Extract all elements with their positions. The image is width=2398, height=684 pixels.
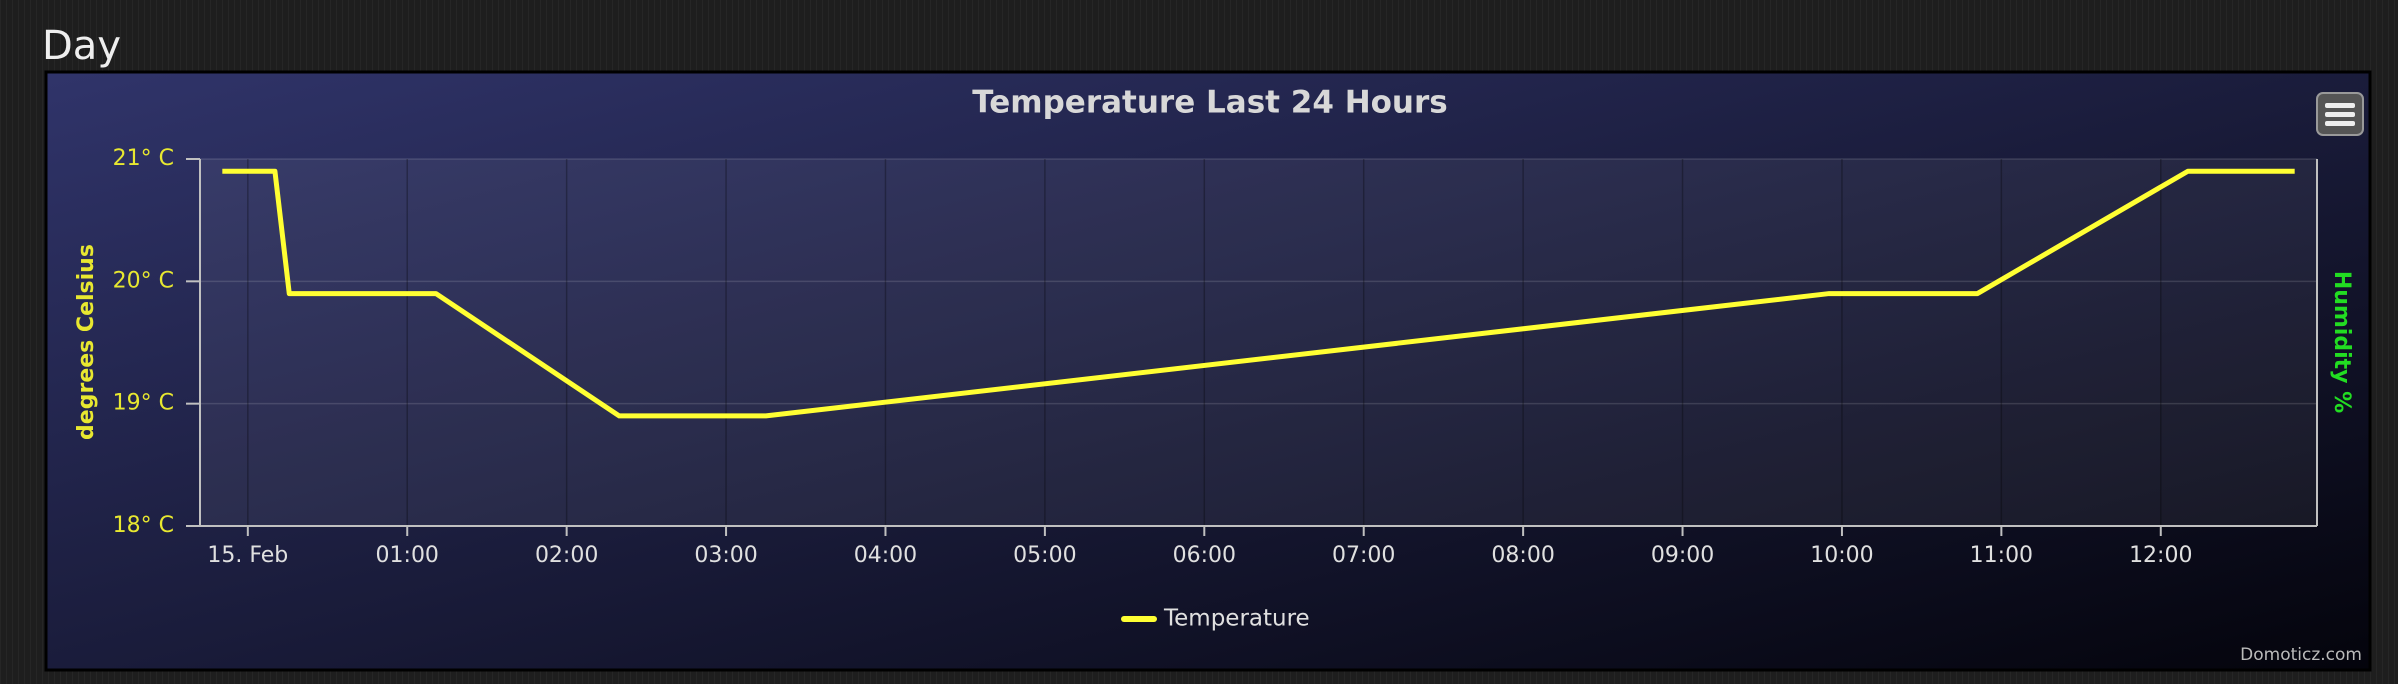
chart-title: Temperature Last 24 Hours bbox=[972, 85, 1448, 121]
menu-bar bbox=[2325, 121, 2355, 126]
x-tick-label: 04:00 bbox=[854, 543, 917, 568]
x-tick-label: 12:00 bbox=[2129, 543, 2192, 568]
y-tick-label: 21° C bbox=[113, 146, 174, 171]
y2-axis-label: Humidity % bbox=[2329, 271, 2354, 413]
x-tick-label: 01:00 bbox=[376, 543, 439, 568]
series-line bbox=[222, 168, 2295, 419]
legend-label: Temperature bbox=[1163, 606, 1310, 632]
x-tick-label: 09:00 bbox=[1651, 543, 1714, 568]
x-tick-label: 06:00 bbox=[1173, 543, 1236, 568]
y-tick-label: 20° C bbox=[113, 268, 174, 293]
plot-area bbox=[200, 159, 2317, 526]
plot: 18° C 19° C 20° C 21° C 15. Feb 01:00 02:00 03:… bbox=[113, 146, 2318, 632]
y-tick-label: 19° C bbox=[113, 391, 174, 416]
menu-bar bbox=[2325, 112, 2355, 117]
x-tick-label: 10:00 bbox=[1810, 543, 1873, 568]
chart-panel bbox=[44, 70, 2372, 672]
menu-bar bbox=[2325, 103, 2355, 108]
x-tick-label: 08:00 bbox=[1491, 543, 1554, 568]
x-tick-label: 05:00 bbox=[1013, 543, 1076, 568]
x-tick-label: 07:00 bbox=[1332, 543, 1395, 568]
credit: Domoticz.com bbox=[2240, 645, 2362, 665]
section-title: Day bbox=[42, 23, 121, 69]
x-tick-label: 03:00 bbox=[694, 543, 757, 568]
x-tick-label: 11:00 bbox=[1970, 543, 2033, 568]
y-axis-label: degrees Celsius bbox=[74, 244, 99, 440]
y-tick-label: 18° C bbox=[113, 513, 174, 538]
x-tick-label: 02:00 bbox=[535, 543, 598, 568]
x-tick-label: 15. Feb bbox=[207, 543, 288, 568]
menu-button[interactable] bbox=[2316, 92, 2364, 136]
